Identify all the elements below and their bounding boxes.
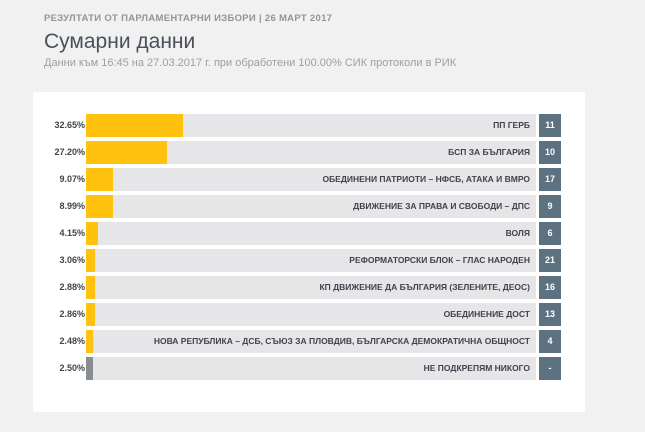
result-bar	[86, 141, 168, 164]
party-name: ВОЛЯ	[505, 228, 530, 238]
party-name: НОВА РЕПУБЛИКА – ДСБ, СЪЮЗ ЗА ПЛОВДИВ, Б…	[153, 336, 530, 346]
ballot-number-badge: 11	[539, 114, 561, 137]
result-percentage: 2.50%	[59, 363, 85, 373]
data-status-subtitle: Данни към 16:45 на 27.03.2017 г. при обр…	[44, 57, 457, 69]
party-name: ПП ГЕРБ	[493, 120, 530, 130]
result-bar-track: НЕ ПОДКРЕПЯМ НИКОГО	[86, 357, 536, 380]
ballot-number-badge: 4	[539, 330, 561, 353]
result-percentage: 3.06%	[59, 255, 85, 265]
result-percentage: 2.86%	[59, 309, 85, 319]
page-title: Сумарни данни	[44, 30, 196, 53]
result-bar-track: ПП ГЕРБ	[86, 114, 536, 137]
result-bar	[86, 330, 94, 353]
ballot-number-badge: 17	[539, 168, 561, 191]
result-row[interactable]: 32.65% ПП ГЕРБ 11	[33, 114, 585, 137]
result-row[interactable]: 2.50% НЕ ПОДКРЕПЯМ НИКОГО -	[33, 357, 585, 380]
ballot-number-badge: 16	[539, 276, 561, 299]
results-card: 32.65% ПП ГЕРБ 11 27.20% БСП ЗА БЪЛГАРИЯ 10 9.…	[33, 92, 585, 412]
result-percentage: 4.15%	[59, 228, 85, 238]
ballot-number-badge: 21	[539, 249, 561, 272]
party-name: РЕФОРМАТОРСКИ БЛОК – ГЛАС НАРОДЕН	[349, 255, 530, 265]
party-name: ОБЕДИНЕНИ ПАТРИОТИ – НФСБ, АТАКА И ВМРО	[322, 174, 530, 184]
results-list: 32.65% ПП ГЕРБ 11 27.20% БСП ЗА БЪЛГАРИЯ 10 9.…	[33, 114, 585, 384]
result-bar	[86, 168, 114, 191]
result-bar	[86, 114, 184, 137]
result-bar-track: НОВА РЕПУБЛИКА – ДСБ, СЪЮЗ ЗА ПЛОВДИВ, Б…	[86, 330, 536, 353]
result-row[interactable]: 2.48% НОВА РЕПУБЛИКА – ДСБ, СЪЮЗ ЗА ПЛОВД…	[33, 330, 585, 353]
result-bar	[86, 195, 113, 218]
result-row[interactable]: 4.15% ВОЛЯ 6	[33, 222, 585, 245]
ballot-number-badge: 13	[539, 303, 561, 326]
ballot-number-badge: -	[539, 357, 561, 380]
result-bar-track: ВОЛЯ	[86, 222, 536, 245]
ballot-number-badge: 10	[539, 141, 561, 164]
result-percentage: 2.48%	[59, 336, 85, 346]
result-bar	[86, 249, 96, 272]
result-percentage: 32.65%	[54, 120, 85, 130]
party-name: КП ДВИЖЕНИЕ ДА БЪЛГАРИЯ (ЗЕЛЕНИТЕ, ДЕОС)	[319, 282, 530, 292]
result-percentage: 2.88%	[59, 282, 85, 292]
ballot-number-badge: 9	[539, 195, 561, 218]
result-bar	[86, 222, 99, 245]
result-bar	[86, 303, 95, 326]
result-percentage: 27.20%	[54, 147, 85, 157]
party-name: ОБЕДИНЕНИЕ ДОСТ	[443, 309, 530, 319]
result-bar-track: РЕФОРМАТОРСКИ БЛОК – ГЛАС НАРОДЕН	[86, 249, 536, 272]
result-row[interactable]: 2.86% ОБЕДИНЕНИЕ ДОСТ 13	[33, 303, 585, 326]
result-row[interactable]: 27.20% БСП ЗА БЪЛГАРИЯ 10	[33, 141, 585, 164]
result-row[interactable]: 8.99% ДВИЖЕНИЕ ЗА ПРАВА И СВОБОДИ – ДПС 9	[33, 195, 585, 218]
party-name: НЕ ПОДКРЕПЯМ НИКОГО	[423, 363, 530, 373]
result-bar	[86, 276, 95, 299]
result-bar-track: КП ДВИЖЕНИЕ ДА БЪЛГАРИЯ (ЗЕЛЕНИТЕ, ДЕОС)	[86, 276, 536, 299]
result-percentage: 9.07%	[59, 174, 85, 184]
result-row[interactable]: 3.06% РЕФОРМАТОРСКИ БЛОК – ГЛАС НАРОДЕН 21	[33, 249, 585, 272]
result-row[interactable]: 2.88% КП ДВИЖЕНИЕ ДА БЪЛГАРИЯ (ЗЕЛЕНИТЕ, …	[33, 276, 585, 299]
result-bar	[86, 357, 94, 380]
result-bar-track: ДВИЖЕНИЕ ЗА ПРАВА И СВОБОДИ – ДПС	[86, 195, 536, 218]
party-name: БСП ЗА БЪЛГАРИЯ	[448, 147, 530, 157]
party-name: ДВИЖЕНИЕ ЗА ПРАВА И СВОБОДИ – ДПС	[353, 201, 530, 211]
result-percentage: 8.99%	[59, 201, 85, 211]
ballot-number-badge: 6	[539, 222, 561, 245]
result-bar-track: ОБЕДИНЕНИЕ ДОСТ	[86, 303, 536, 326]
election-header: РЕЗУЛТАТИ ОТ ПАРЛАМЕНТАРНИ ИЗБОРИ | 26 М…	[44, 13, 333, 24]
result-bar-track: ОБЕДИНЕНИ ПАТРИОТИ – НФСБ, АТАКА И ВМРО	[86, 168, 536, 191]
result-row[interactable]: 9.07% ОБЕДИНЕНИ ПАТРИОТИ – НФСБ, АТАКА И …	[33, 168, 585, 191]
result-bar-track: БСП ЗА БЪЛГАРИЯ	[86, 141, 536, 164]
